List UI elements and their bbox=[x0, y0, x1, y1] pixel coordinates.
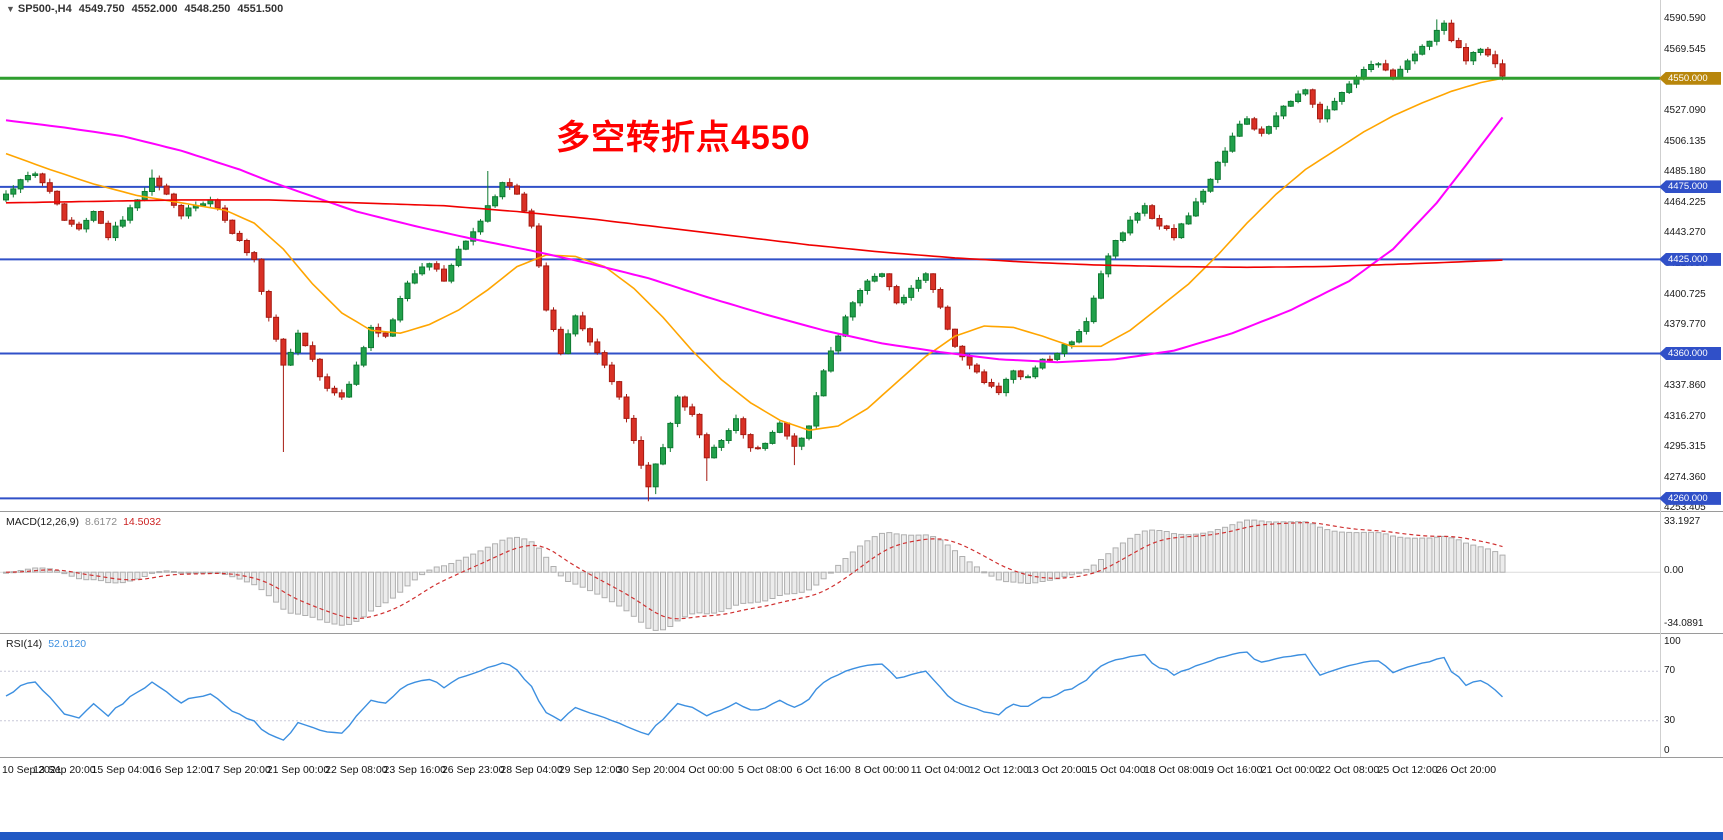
price-tick: 4379.770 bbox=[1664, 318, 1706, 330]
price-line-label: 4475.000 bbox=[1659, 180, 1721, 194]
time-axis-label: 13 Sep 20:00 bbox=[33, 764, 96, 776]
rsi-name: RSI(14) bbox=[6, 638, 43, 650]
price-tick: 4400.725 bbox=[1664, 288, 1706, 300]
rsi-axis: 100 70 30 0 bbox=[0, 634, 1723, 758]
candlestick-chart-canvas[interactable] bbox=[0, 0, 1723, 511]
time-axis-label: 6 Oct 16:00 bbox=[796, 764, 851, 776]
macd-axis-value: 33.1927 bbox=[1664, 516, 1701, 527]
time-axis[interactable]: 10 Sep 2021 13 Sep 20:00 15 Sep 04:00 16 Se… bbox=[0, 758, 1723, 784]
macd-axis-value: 0.00 bbox=[1664, 565, 1684, 577]
time-axis-label: 13 Oct 20:00 bbox=[1027, 764, 1088, 776]
time-axis-label: 5 Oct 08:00 bbox=[738, 764, 793, 776]
chart-header: ▼ SP500-,H4 4549.750 4552.000 4548.250 4551.5… bbox=[6, 3, 290, 15]
symbol-timeframe-label: SP500-,H4 bbox=[17, 3, 72, 15]
time-axis-label: 22 Sep 08:00 bbox=[325, 764, 388, 776]
price-axis-separator bbox=[1660, 0, 1661, 757]
price-tick: 4506.135 bbox=[1664, 135, 1706, 147]
price-axis[interactable]: 4590.5904569.5454548.5004527.0904506.135… bbox=[0, 0, 1723, 513]
rsi-indicator-canvas[interactable] bbox=[0, 634, 1723, 758]
time-axis-label: 28 Sep 04:00 bbox=[500, 764, 563, 776]
time-axis-label: 18 Oct 08:00 bbox=[1143, 764, 1205, 776]
price-line-label: 4360.000 bbox=[1659, 347, 1721, 361]
time-axis-label: 25 Oct 12:00 bbox=[1377, 764, 1438, 776]
price-tick: 4569.545 bbox=[1664, 43, 1706, 55]
price-tick: 4464.225 bbox=[1664, 196, 1706, 208]
rsi-axis-value: 30 bbox=[1664, 714, 1676, 726]
price-tick: 4485.180 bbox=[1664, 166, 1706, 178]
ohlc-open-value: 4549.750 bbox=[78, 3, 125, 15]
time-axis-label: 21 Oct 00:00 bbox=[1260, 764, 1321, 776]
ohlc-low-value: 4548.250 bbox=[184, 3, 231, 15]
macd-main-value: 8.6172 bbox=[84, 516, 118, 528]
macd-signal-value: 14.5032 bbox=[123, 516, 162, 528]
price-tick: 4253.405 bbox=[1664, 501, 1706, 513]
taskbar-strip bbox=[0, 832, 1723, 840]
macd-indicator-canvas[interactable] bbox=[0, 512, 1723, 634]
time-axis-label: 30 Sep 20:00 bbox=[617, 764, 680, 776]
time-axis-label: 8 Oct 00:00 bbox=[854, 764, 910, 776]
panel-separator bbox=[0, 633, 1723, 634]
ma-mid-magenta bbox=[5, 116, 1504, 364]
time-axis-label: 12 Oct 12:00 bbox=[968, 764, 1029, 776]
macd-axis-value: -34.0891 bbox=[1664, 618, 1704, 629]
price-tick: 4443.270 bbox=[1664, 226, 1706, 238]
time-axis-label: 19 Oct 16:00 bbox=[1202, 764, 1263, 776]
ohlc-close-value: 4551.500 bbox=[237, 3, 284, 15]
price-tick: 4274.360 bbox=[1664, 471, 1706, 483]
chart-annotation-text: 多空转折点4550 bbox=[556, 119, 811, 157]
price-tick: 4590.590 bbox=[1664, 13, 1706, 25]
time-axis-label: 23 Sep 16:00 bbox=[383, 764, 447, 776]
price-tick: 4337.860 bbox=[1664, 379, 1706, 391]
macd-name: MACD(12,26,9) bbox=[6, 516, 79, 528]
time-axis-label: 29 Sep 12:00 bbox=[558, 764, 622, 776]
macd-label: MACD(12,26,9) 8.6172 14.5032 bbox=[6, 516, 167, 528]
rsi-axis-value: 100 bbox=[1664, 636, 1681, 647]
ma-fast-orange bbox=[5, 77, 1503, 432]
time-axis-label: 16 Sep 12:00 bbox=[149, 764, 213, 776]
time-axis-label: 26 Sep 23:00 bbox=[441, 764, 505, 776]
time-axis-label: 26 Oct 20:00 bbox=[1435, 764, 1497, 776]
time-axis-label: 22 Oct 08:00 bbox=[1319, 764, 1380, 776]
ohlc-high-value: 4552.000 bbox=[131, 3, 178, 15]
ma-slow-red bbox=[5, 199, 1503, 269]
time-axis-label: 15 Sep 04:00 bbox=[91, 764, 155, 776]
panel-separator bbox=[0, 757, 1723, 758]
rsi-axis-value: 0 bbox=[1664, 745, 1670, 756]
time-axis-label: 11 Oct 04:00 bbox=[910, 764, 971, 776]
rsi-value: 52.0120 bbox=[48, 638, 87, 650]
time-axis-label: 15 Oct 04:00 bbox=[1085, 764, 1146, 776]
time-axis-label: 10 Sep 2021 bbox=[2, 764, 62, 776]
rsi-label: RSI(14) 52.0120 bbox=[6, 638, 92, 650]
time-axis-label: 21 Sep 00:00 bbox=[266, 764, 330, 776]
symbol-marker-icon: ▼ bbox=[6, 4, 15, 14]
macd-axis: 33.1927 0.00 -34.0891 bbox=[0, 512, 1723, 634]
price-tick: 4527.090 bbox=[1664, 105, 1706, 117]
price-tick: 4295.315 bbox=[1664, 441, 1706, 453]
rsi-axis-value: 70 bbox=[1664, 665, 1676, 677]
price-line-label: 4425.000 bbox=[1659, 252, 1721, 266]
price-tick: 4316.270 bbox=[1664, 410, 1706, 422]
time-axis-label: 17 Sep 20:00 bbox=[208, 764, 271, 776]
time-axis-label: 4 Oct 00:00 bbox=[679, 764, 734, 776]
panel-separator bbox=[0, 511, 1723, 512]
price-line-label: 4550.000 bbox=[1659, 71, 1721, 85]
price-line-label: 4260.000 bbox=[1659, 491, 1721, 505]
